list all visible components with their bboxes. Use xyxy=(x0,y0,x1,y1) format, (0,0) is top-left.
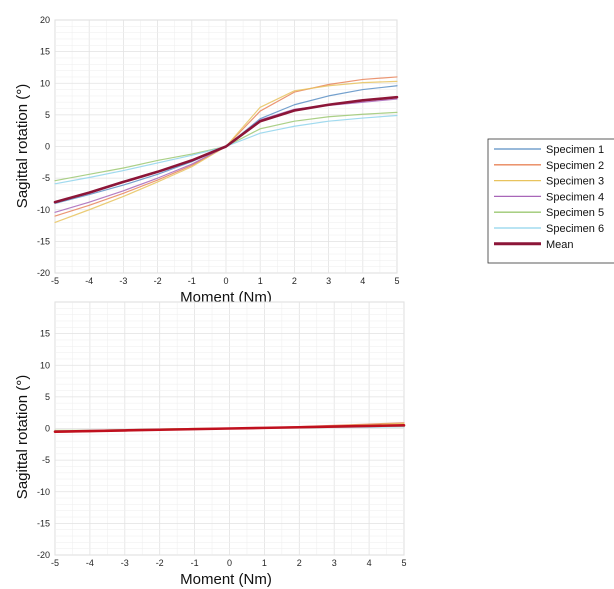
x-tick-label: 0 xyxy=(227,558,232,568)
y-tick-label: -5 xyxy=(42,455,50,465)
x-tick-label: -5 xyxy=(51,276,59,286)
plot-bottom-y-label: Sagittal rotation (°) xyxy=(14,375,31,499)
y-tick-label: 15 xyxy=(40,329,50,339)
x-tick-label: -3 xyxy=(121,558,129,568)
y-tick-label: -15 xyxy=(37,236,50,246)
y-tick-label: 0 xyxy=(45,142,50,152)
legend: Specimen 1 Specimen 2 Specimen 3 Specimen 4… xyxy=(487,138,614,264)
x-tick-label: 3 xyxy=(332,558,337,568)
x-tick-label: 0 xyxy=(223,276,228,286)
plot-bottom-y-ticks: -20 -15 -10 -5 0 5 10 15 xyxy=(37,329,50,560)
y-tick-label: 15 xyxy=(40,47,50,57)
x-tick-label: -4 xyxy=(86,558,94,568)
x-tick-label: -5 xyxy=(51,558,59,568)
y-tick-label: -20 xyxy=(37,268,50,278)
x-tick-label: -4 xyxy=(85,276,93,286)
plot-top-grid xyxy=(54,19,398,274)
x-tick-label: 1 xyxy=(258,276,263,286)
x-tick-label: 3 xyxy=(326,276,331,286)
y-tick-label: 5 xyxy=(45,392,50,402)
legend-label: Specimen 4 xyxy=(546,191,604,203)
y-tick-label: 0 xyxy=(45,424,50,434)
legend-label: Specimen 1 xyxy=(546,144,604,156)
x-tick-label: 2 xyxy=(292,276,297,286)
y-tick-label: -15 xyxy=(37,518,50,528)
x-tick-label: 4 xyxy=(367,558,372,568)
y-tick-label: 20 xyxy=(40,15,50,25)
legend-label: Specimen 6 xyxy=(546,223,604,235)
x-tick-label: -1 xyxy=(191,558,199,568)
x-tick-label: -2 xyxy=(156,558,164,568)
y-tick-label: 10 xyxy=(40,78,50,88)
series-line-mean xyxy=(53,424,406,433)
legend-items: Specimen 1 Specimen 2 Specimen 3 Specimen 4… xyxy=(494,144,604,251)
x-tick-label: 1 xyxy=(262,558,267,568)
plot-bottom-grid xyxy=(54,301,405,556)
x-tick-label: 2 xyxy=(297,558,302,568)
y-tick-label: 10 xyxy=(40,360,50,370)
plot-bottom-x-label: Moment (Nm) xyxy=(180,571,272,588)
legend-label: Specimen 5 xyxy=(546,207,604,219)
legend-label: Specimen 3 xyxy=(546,176,604,188)
x-tick-label: -1 xyxy=(188,276,196,286)
plot-bottom-x-ticks: -5 -4 -3 -2 -1 0 1 2 3 4 5 xyxy=(51,558,407,568)
y-tick-label: -5 xyxy=(42,173,50,183)
y-tick-label: -10 xyxy=(37,205,50,215)
plot-top-x-ticks: -5 -4 -3 -2 -1 0 1 2 3 4 5 xyxy=(51,276,400,286)
y-tick-label: 5 xyxy=(45,110,50,120)
legend-label: Mean xyxy=(546,239,574,251)
y-tick-label: -10 xyxy=(37,487,50,497)
plot-top-series xyxy=(53,76,399,223)
x-tick-label: 5 xyxy=(394,276,399,286)
series-line-mean xyxy=(53,95,399,204)
x-tick-label: 4 xyxy=(360,276,365,286)
legend-label: Specimen 2 xyxy=(546,160,604,172)
plot-top-y-label: Sagittal rotation (°) xyxy=(14,84,31,208)
plot-top-y-ticks: -20 -15 -10 -5 0 5 10 15 20 xyxy=(37,15,50,278)
y-tick-label: -20 xyxy=(37,550,50,560)
x-tick-label: -3 xyxy=(119,276,127,286)
x-tick-label: -2 xyxy=(154,276,162,286)
x-tick-label: 5 xyxy=(401,558,406,568)
plot-bottom-series xyxy=(53,422,406,433)
